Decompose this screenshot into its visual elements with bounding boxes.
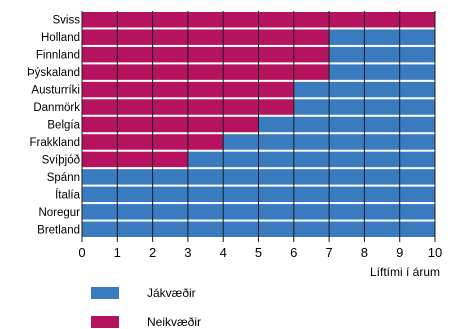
bar-neg-6 <box>82 116 259 133</box>
bar-pos-6 <box>258 116 435 133</box>
x-tick-label: 9 <box>396 245 403 260</box>
bar-pos-8 <box>187 151 435 168</box>
x-tick-label: 5 <box>255 245 262 260</box>
x-tick-label: 0 <box>78 245 85 260</box>
legend: Jákvæðir Neikvæðir <box>91 286 201 329</box>
category-label: Bretland <box>37 224 80 236</box>
x-tick-labels: 0 1 2 3 4 5 6 7 8 9 10 <box>78 245 442 260</box>
category-label: Spánn <box>47 172 80 184</box>
legend-label: Neikvæðir <box>147 315 201 329</box>
x-axis-title: Líftími í árum <box>370 265 440 279</box>
category-label: Frakkland <box>30 137 81 149</box>
bar-pos-3 <box>329 64 435 80</box>
category-label: Finnland <box>36 50 80 62</box>
x-tick-label: 3 <box>184 245 191 260</box>
category-label: Sviss <box>53 15 81 27</box>
category-label: Þýskaland <box>27 67 80 79</box>
x-tick-label: 6 <box>290 245 297 260</box>
category-label: Belgía <box>47 120 80 132</box>
grid-lines <box>81 11 436 242</box>
category-label: Ítalía <box>55 188 81 201</box>
legend-swatch <box>91 316 119 328</box>
bar-neg-8 <box>82 151 188 168</box>
category-label: Austurríki <box>31 85 80 97</box>
x-tick-label: 7 <box>325 245 332 260</box>
bar-neg-2 <box>82 46 330 63</box>
category-label: Danmörk <box>33 102 80 114</box>
x-tick-label: 2 <box>149 245 156 260</box>
x-tick-label: 10 <box>428 245 442 260</box>
bar-pos-2 <box>329 46 435 63</box>
category-label: Holland <box>41 32 80 44</box>
category-label: Noregur <box>38 207 80 219</box>
x-tick-label: 8 <box>361 245 368 260</box>
x-tick-label: 4 <box>220 245 227 260</box>
legend-label: Jákvæðir <box>147 286 196 300</box>
category-labels: Sviss Holland Finnland Þýskaland Austurríki D… <box>27 15 81 237</box>
bar-pos-1 <box>329 29 435 45</box>
legend-swatch <box>91 287 119 299</box>
bar-neg-3 <box>82 64 330 80</box>
category-label: Svíþjóð <box>42 154 80 166</box>
bar-neg-1 <box>82 29 330 45</box>
x-tick-label: 1 <box>114 245 121 260</box>
